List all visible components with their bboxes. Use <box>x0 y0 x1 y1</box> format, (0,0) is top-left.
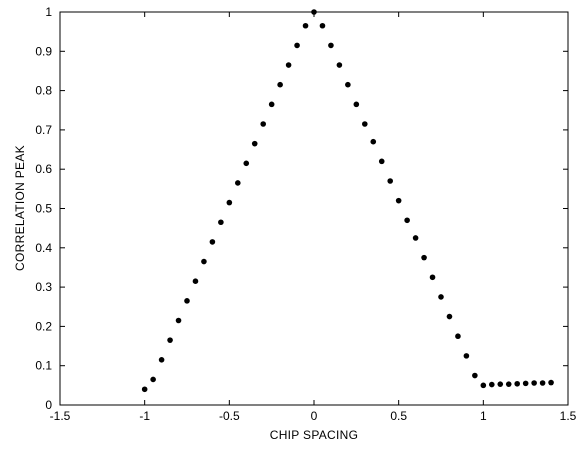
data-point <box>201 258 207 265</box>
data-point <box>472 372 478 379</box>
x-tick-label: -1.5 <box>50 409 71 423</box>
data-point <box>531 380 537 386</box>
data-point <box>378 158 385 165</box>
data-point <box>150 376 156 383</box>
data-point <box>277 81 283 88</box>
x-axis-label: CHIP SPACING <box>270 428 359 442</box>
data-point <box>438 294 444 300</box>
data-point <box>243 160 250 167</box>
x-tick-label: -1 <box>139 409 150 423</box>
data-point <box>489 381 495 388</box>
data-point <box>505 381 512 387</box>
data-point <box>345 81 351 88</box>
data-point <box>184 298 190 304</box>
data-point <box>539 380 546 386</box>
y-tick-label: 0.3 <box>35 280 52 294</box>
x-tick-label: -0.5 <box>219 409 240 423</box>
data-point <box>209 239 216 245</box>
data-point <box>404 217 410 224</box>
data-point <box>260 121 267 127</box>
y-tick-label: 0.6 <box>35 162 52 176</box>
data-point <box>395 197 402 204</box>
data-point <box>226 199 233 206</box>
data-point <box>522 380 529 387</box>
data-point <box>268 101 275 108</box>
x-tick-label: 0 <box>311 409 318 423</box>
y-tick-label: 0.1 <box>35 359 52 373</box>
data-point <box>175 317 182 324</box>
data-point <box>302 22 309 29</box>
data-point <box>141 386 148 393</box>
data-point <box>285 62 292 68</box>
y-tick-label: 0.2 <box>35 319 52 333</box>
y-axis-ticks: 0 0.1 0.2 0.3 0.4 0.5 0.6 0.7 0.8 0.9 1 <box>35 5 568 412</box>
y-tick-label: 0.4 <box>35 241 52 255</box>
data-point <box>218 219 224 226</box>
data-point <box>370 138 377 145</box>
y-tick-label: 0.8 <box>35 84 52 98</box>
data-point <box>319 22 326 29</box>
data-point <box>362 121 368 127</box>
data-point <box>497 381 504 387</box>
x-tick-label: 1 <box>480 409 487 423</box>
data-point <box>167 337 173 343</box>
data-point <box>251 140 258 147</box>
y-tick-label: 0 <box>45 398 52 412</box>
data-point <box>514 380 520 387</box>
data-point <box>429 274 436 281</box>
y-axis-label: CORRELATION PEAK <box>13 145 27 271</box>
data-point <box>463 353 470 359</box>
data-point <box>412 235 419 241</box>
y-tick-label: 0.7 <box>35 123 52 137</box>
data-point <box>446 313 453 320</box>
data-point <box>192 278 199 285</box>
x-tick-label: 1.5 <box>560 409 577 423</box>
data-point <box>235 180 241 186</box>
plot-frame <box>59 11 569 406</box>
data-point <box>421 254 427 261</box>
x-tick-label: 0.5 <box>390 409 407 423</box>
data-point <box>311 9 317 15</box>
data-point <box>480 382 487 389</box>
data-point <box>294 42 300 49</box>
data-point <box>548 379 554 386</box>
y-tick-label: 0.9 <box>35 44 52 58</box>
y-tick-label: 1 <box>45 5 52 19</box>
data-point <box>158 357 165 363</box>
y-tick-label: 0.5 <box>35 202 52 216</box>
data-point <box>336 62 343 68</box>
data-point <box>455 333 461 340</box>
data-point <box>353 101 360 108</box>
data-point <box>328 42 334 49</box>
data-points <box>141 9 554 393</box>
data-point <box>387 178 394 184</box>
x-axis-ticks: -1.5 -1 -0.5 0 0.5 1 1.5 <box>50 12 577 423</box>
